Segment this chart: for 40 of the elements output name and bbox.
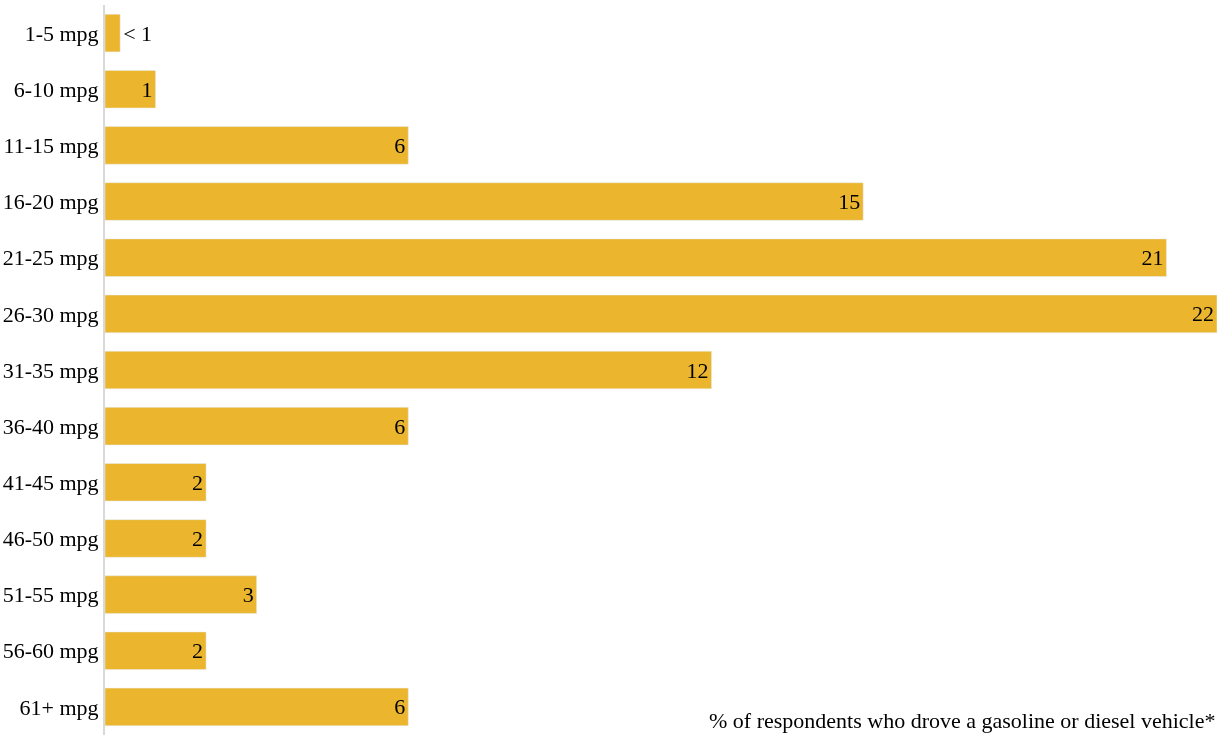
data-label: 2 bbox=[192, 469, 204, 495]
y-tick-label: 41-45 mpg bbox=[2, 470, 99, 496]
data-label: 1 bbox=[141, 76, 153, 102]
y-tick-label: 56-60 mpg bbox=[2, 638, 99, 664]
bar bbox=[105, 70, 156, 109]
bar bbox=[105, 687, 409, 726]
data-label: 15 bbox=[838, 189, 861, 215]
annotation: % of respondents who drove a gasoline or diesel vehicle* bbox=[709, 708, 1216, 733]
bar bbox=[105, 519, 207, 558]
data-label: 22 bbox=[1192, 301, 1214, 327]
bar bbox=[105, 126, 409, 165]
data-label: 2 bbox=[192, 525, 204, 551]
y-tick-label: 26-30 mpg bbox=[2, 301, 99, 327]
y-tick-label: 36-40 mpg bbox=[2, 413, 99, 439]
data-label: 2 bbox=[192, 638, 204, 664]
bar bbox=[105, 294, 1217, 333]
data-label: < 1 bbox=[123, 20, 153, 46]
data-label: 12 bbox=[686, 357, 709, 383]
data-label: 21 bbox=[1141, 245, 1164, 271]
y-tick-label: 51-55 mpg bbox=[2, 582, 99, 608]
data-label: 6 bbox=[394, 132, 406, 158]
y-tick-label: 61+ mpg bbox=[19, 694, 99, 720]
bar bbox=[105, 350, 712, 390]
bar bbox=[105, 463, 207, 502]
data-label: 3 bbox=[242, 582, 254, 608]
bar bbox=[105, 182, 864, 221]
bar bbox=[105, 631, 207, 670]
bar bbox=[105, 407, 409, 446]
y-tick-label: 16-20 mpg bbox=[2, 189, 99, 215]
y-tick-label: 1-5 mpg bbox=[24, 20, 99, 46]
bar bbox=[105, 238, 1167, 277]
bar bbox=[105, 14, 121, 53]
y-tick-label: 21-25 mpg bbox=[2, 245, 99, 271]
y-tick-label: 46-50 mpg bbox=[2, 526, 99, 552]
data-label: 6 bbox=[394, 413, 406, 439]
y-tick-label: 11-15 mpg bbox=[3, 133, 99, 159]
data-label: 6 bbox=[394, 694, 406, 720]
bar bbox=[105, 575, 257, 614]
y-tick-label: 6-10 mpg bbox=[13, 76, 99, 102]
y-tick-label: 31-35 mpg bbox=[2, 357, 99, 383]
